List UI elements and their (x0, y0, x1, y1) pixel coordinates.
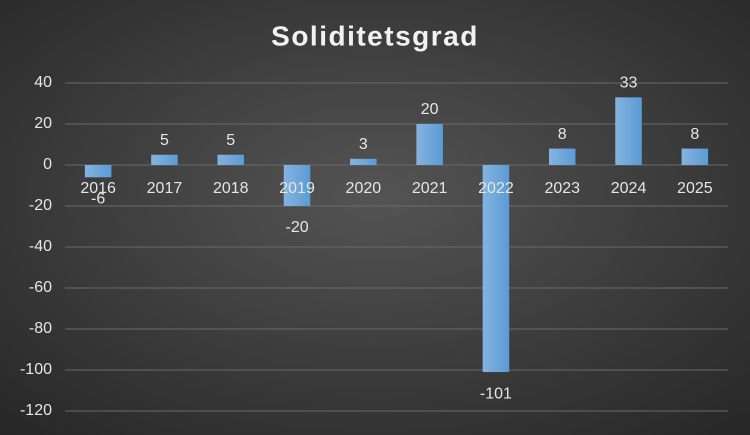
y-tick-label: -60 (29, 279, 52, 296)
data-label: 8 (690, 126, 699, 143)
x-tick-label: 2017 (147, 180, 183, 197)
bar-shine (217, 154, 245, 165)
x-tick-label: 2018 (213, 180, 249, 197)
data-label: -20 (285, 219, 308, 236)
chart-title: Soliditetsgrad (271, 20, 479, 51)
x-tick-label: 2024 (611, 180, 647, 197)
bar-shine (681, 148, 709, 165)
x-tick-label: 2021 (412, 180, 448, 197)
data-label: 3 (359, 136, 368, 153)
data-label: 33 (620, 75, 638, 92)
bar-shine (548, 148, 576, 165)
data-label: 5 (226, 132, 235, 149)
x-tick-label: 2023 (544, 180, 580, 197)
y-tick-label: -40 (29, 238, 52, 255)
bar-shine (283, 165, 311, 206)
y-tick-label: 40 (34, 74, 52, 91)
data-label: -101 (480, 385, 512, 402)
x-tick-label: 2022 (478, 180, 514, 197)
data-label: -6 (91, 191, 105, 208)
bar-shine (84, 165, 112, 178)
bar-shine (416, 124, 443, 165)
y-tick-label: -120 (20, 402, 52, 419)
bar-shine (615, 97, 642, 165)
bar-shine (350, 158, 377, 165)
data-label: 8 (558, 126, 567, 143)
data-label: 20 (421, 101, 439, 118)
y-tick-label: 0 (43, 156, 52, 173)
x-tick-label: 2016 (80, 180, 116, 197)
y-tick-label: 20 (34, 115, 52, 132)
y-tick-label: -80 (29, 320, 52, 337)
x-tick-label: 2020 (346, 180, 382, 197)
y-tick-label: -20 (29, 197, 52, 214)
bar-shine (482, 165, 510, 373)
x-tick-label: 2019 (279, 180, 315, 197)
bar-shine (151, 154, 178, 165)
x-tick-label: 2025 (677, 180, 713, 197)
y-tick-label: -100 (20, 361, 52, 378)
data-label: 5 (160, 132, 169, 149)
